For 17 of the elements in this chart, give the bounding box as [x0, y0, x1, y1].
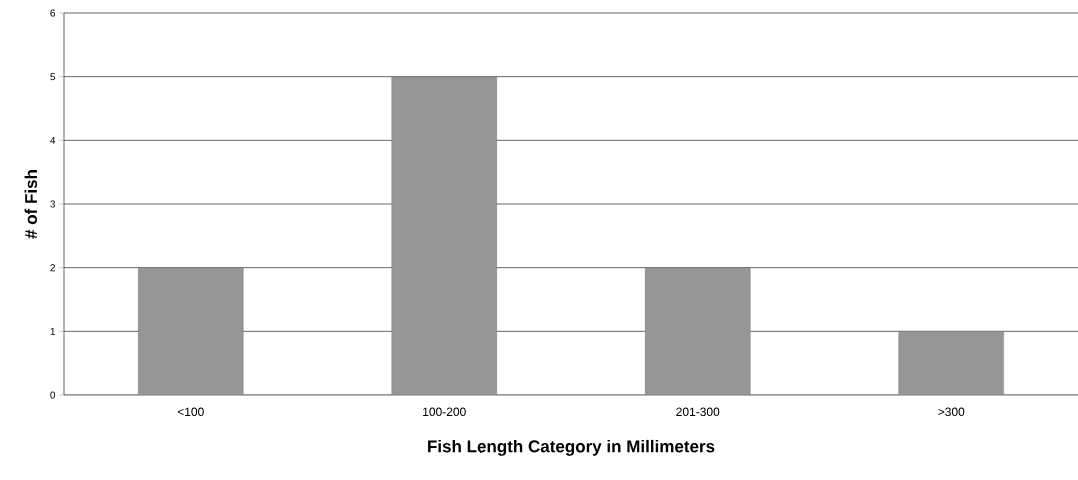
bar [138, 267, 244, 395]
x-axis-title: Fish Length Category in Millimeters [428, 439, 715, 456]
x-tick-label: <100 [177, 407, 204, 417]
y-tick-label: 5 [50, 73, 56, 81]
x-tick-label: 201-300 [676, 407, 720, 417]
y-tick-label: 6 [50, 9, 56, 17]
y-tick-label: 4 [50, 136, 56, 144]
y-axis-title: # of Fish [24, 170, 38, 239]
y-tick-label: 0 [50, 391, 56, 399]
bar [898, 331, 1004, 395]
y-tick-label: 2 [50, 264, 55, 272]
bar [645, 267, 751, 395]
bar [391, 76, 497, 395]
x-tick-label: 100-200 [423, 407, 466, 417]
y-tick-label: 3 [50, 200, 56, 208]
x-tick-label: >300 [938, 407, 965, 417]
y-tick-label: 1 [50, 327, 55, 335]
